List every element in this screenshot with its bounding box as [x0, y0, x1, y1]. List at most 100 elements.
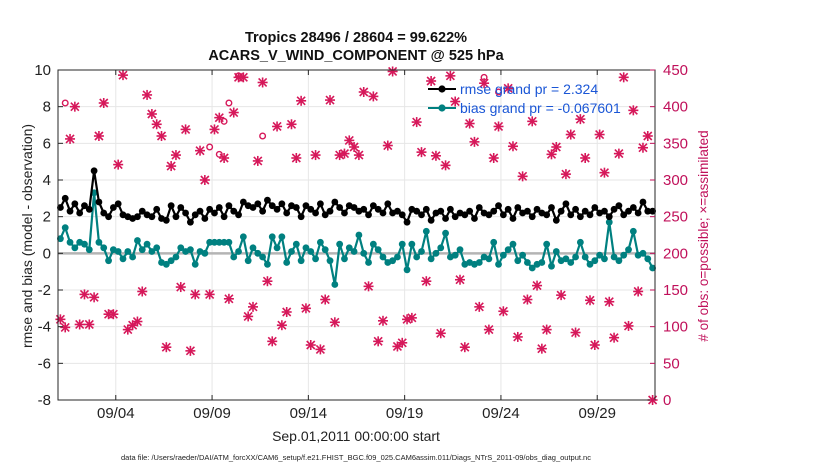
bias-point — [254, 249, 262, 257]
obs-count-marker — [199, 175, 210, 185]
obs-count-marker — [272, 121, 283, 132]
y-tick-label: -4 — [38, 319, 51, 336]
bias-point — [312, 255, 319, 263]
bias-point — [95, 238, 103, 246]
obs-count-marker — [479, 78, 490, 89]
bias-point — [394, 253, 401, 261]
bias-point — [615, 257, 623, 265]
bias-point — [639, 249, 647, 257]
bias-point — [408, 240, 416, 248]
y2-tick-label: 250 — [663, 209, 688, 226]
obs-count-marker — [580, 153, 591, 163]
obs-count-marker — [257, 77, 268, 88]
obs-count-marker — [469, 136, 480, 147]
x-tick-label: 09/14 — [290, 405, 328, 422]
axes-box — [57, 69, 656, 401]
obs-count-marker — [69, 101, 80, 112]
rmse-point — [509, 215, 517, 222]
obs-count-marker — [450, 96, 461, 107]
obs-count-marker — [599, 167, 610, 178]
rmse-point — [620, 211, 628, 219]
y2-tick-label: 150 — [663, 282, 688, 299]
bias-point — [403, 266, 411, 274]
bias-point — [71, 244, 79, 252]
y-tick-label: 0 — [43, 245, 51, 262]
rmse-point — [196, 207, 204, 215]
rmse-point — [109, 204, 117, 211]
bias-point — [485, 255, 493, 263]
bias-point — [572, 253, 579, 261]
obs-count-marker — [416, 147, 427, 158]
y2-tick-label: 300 — [663, 172, 688, 189]
obs-count-marker — [440, 160, 451, 171]
y2-tick-label: 0 — [663, 392, 671, 409]
obs-count-marker — [296, 95, 307, 106]
rmse-point — [605, 213, 613, 221]
obs-count-marker — [349, 142, 360, 152]
obs-count-marker — [74, 319, 85, 330]
obs-count-marker — [84, 319, 95, 330]
rmse-point — [172, 213, 180, 221]
rmse-point — [61, 194, 69, 202]
bias-point — [649, 264, 656, 272]
rmse-point — [76, 209, 84, 217]
bias-point — [610, 253, 618, 261]
obs-count-marker — [151, 119, 162, 130]
obs-count-marker — [459, 342, 470, 353]
bias-point — [350, 248, 358, 255]
rmse-point — [134, 213, 141, 221]
bias-point — [605, 218, 613, 226]
rmse-point — [451, 213, 459, 221]
obs-count-marker — [560, 169, 571, 180]
rmse-point — [148, 213, 156, 221]
rmse-point — [268, 202, 276, 210]
bias-point — [456, 246, 464, 254]
obs-count-marker — [642, 131, 653, 141]
bias-point — [220, 238, 228, 246]
rmse-point — [167, 202, 175, 210]
bias-point — [345, 244, 353, 252]
bias-point — [576, 238, 584, 246]
obs-count-marker — [546, 149, 557, 160]
obs-count-marker — [156, 131, 167, 141]
bias-point — [225, 238, 233, 246]
rmse-point — [572, 205, 579, 213]
obs-possible-marker — [259, 132, 267, 140]
rmse-point — [71, 200, 79, 208]
bias-point — [538, 259, 546, 266]
rmse-point — [220, 213, 228, 221]
obs-count-marker — [585, 295, 596, 306]
y-tick-label: 2 — [43, 209, 51, 226]
obs-count-marker — [387, 66, 398, 77]
y2-tick-label: 400 — [663, 99, 688, 116]
rmse-point — [485, 211, 493, 219]
rmse-point — [153, 205, 161, 213]
obs-count-marker — [262, 276, 273, 287]
obs-count-marker — [329, 317, 340, 328]
rmse-point — [177, 204, 185, 211]
bias-point — [591, 257, 599, 265]
obs-count-marker — [363, 281, 374, 292]
obs-count-marker — [339, 148, 350, 159]
rmse-point — [379, 209, 387, 217]
rmse-point — [249, 204, 257, 211]
y-tick-label: -6 — [38, 355, 51, 372]
bias-point — [514, 257, 522, 265]
rmse-point — [504, 205, 512, 213]
rmse-point — [634, 209, 642, 217]
rmse-point — [259, 207, 267, 215]
bias-point — [524, 259, 531, 266]
bias-point — [374, 246, 382, 254]
rmse-point — [365, 211, 372, 219]
bias-point — [562, 255, 570, 263]
obs-count-marker — [93, 131, 104, 141]
rmse-point — [601, 207, 608, 215]
x-tick-label: 09/24 — [482, 405, 520, 422]
obs-count-marker — [161, 342, 172, 353]
bias-point — [153, 244, 161, 252]
obs-count-marker — [373, 336, 384, 347]
obs-count-marker — [488, 153, 499, 163]
obs-count-marker — [498, 306, 509, 317]
obs-count-marker — [512, 331, 523, 342]
